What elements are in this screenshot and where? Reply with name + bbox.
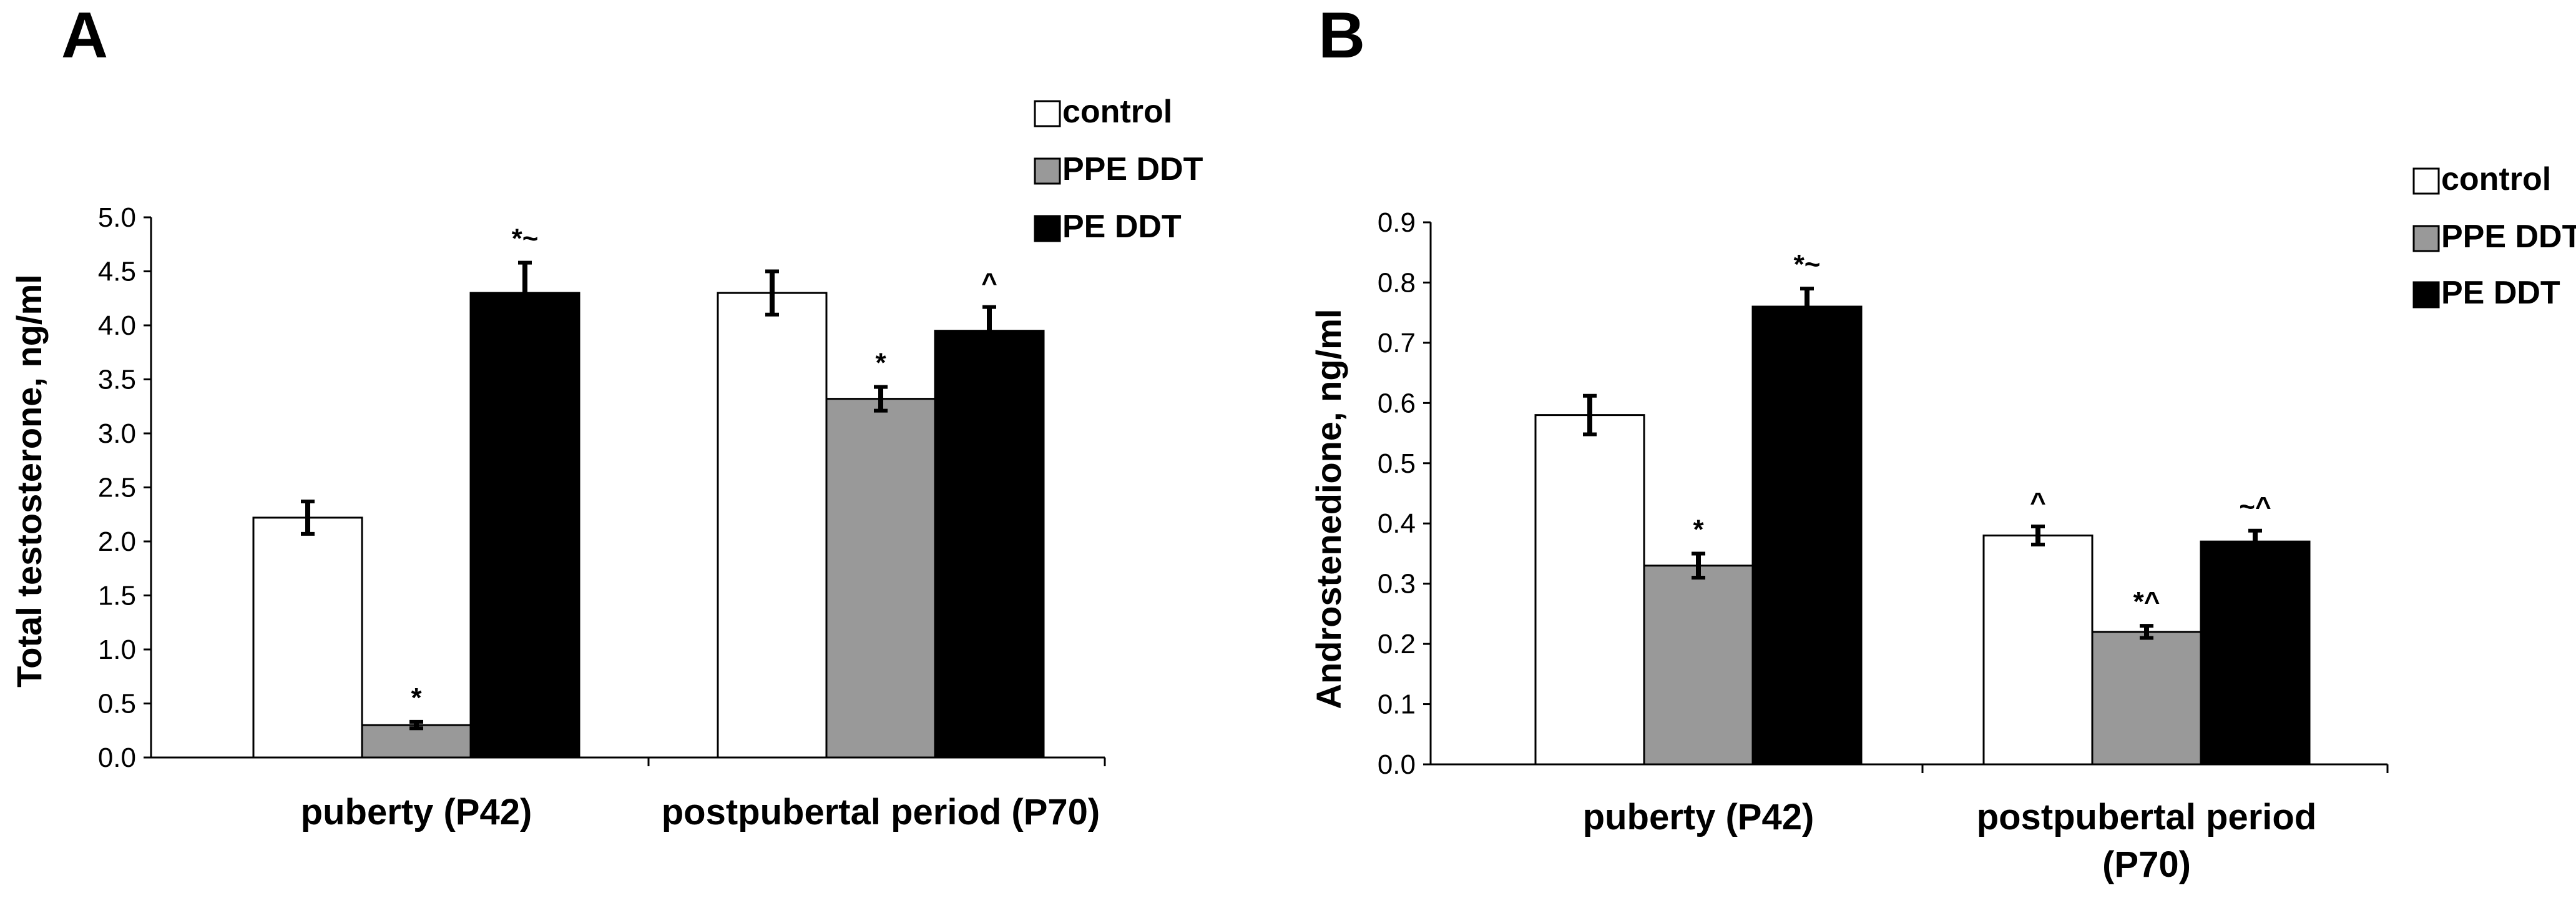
panel-a-bar-control xyxy=(717,292,828,759)
panel-a-category-label: puberty (P42) xyxy=(301,792,532,832)
panel-a-y-tick-label: 2.0 xyxy=(98,526,136,557)
panel-a-y-tick-label: 3.5 xyxy=(98,365,136,395)
panel-a-legend-label: control xyxy=(1062,94,1172,130)
panel-b-significance-label: *~ xyxy=(1794,249,1821,280)
panel-b-y-tick-label: 0.7 xyxy=(1378,328,1416,358)
panel-b-bar-pe-ddt xyxy=(2200,540,2311,766)
panel-a-y-tick-label: 0.5 xyxy=(98,689,136,719)
panel-a-bar-pe-ddt xyxy=(934,330,1045,759)
panel-a-category-label: postpubertal period (P70) xyxy=(662,792,1100,832)
panel-b-category-label: (P70) xyxy=(2102,844,2191,885)
panel-b-y-tick-label: 0.0 xyxy=(1378,749,1416,780)
panel-b-legend-label: control xyxy=(2441,161,2551,197)
panel-b-significance-label: *^ xyxy=(2133,586,2160,617)
panel-a-significance-label: * xyxy=(411,683,422,713)
panel-b-y-tick-label: 0.9 xyxy=(1378,207,1416,238)
panel-b-y-tick-label: 0.5 xyxy=(1378,448,1416,479)
panel-b-y-tick-label: 0.4 xyxy=(1378,508,1416,539)
panel-b-legend-swatch-ppe-ddt xyxy=(2412,225,2440,252)
panel-a-significance-label: ^ xyxy=(981,268,997,299)
panel-a-significance-label: * xyxy=(875,348,886,378)
panel-b-y-tick-label: 0.6 xyxy=(1378,388,1416,418)
panel-a-bar-ppe-ddt xyxy=(825,398,936,759)
panel-a-legend-label: PE DDT xyxy=(1062,209,1182,245)
panel-b-bar-ppe-ddt xyxy=(2091,631,2202,766)
panel-a-significance-label: *~ xyxy=(512,224,539,254)
panel-b-y-tick-label: 0.1 xyxy=(1378,689,1416,720)
panel-b-letter: B xyxy=(1318,0,1365,72)
panel-b-y-tick-label: 0.3 xyxy=(1378,569,1416,600)
panel-b-bar-control xyxy=(1982,535,2094,766)
panel-a: A Total testosterone, ng/ml 0.0 0.5 1.0 1.5… xyxy=(9,0,1203,832)
panel-a-legend: control PPE DDT PE DDT xyxy=(1034,94,1203,245)
panel-b-bar-control xyxy=(1534,414,1645,766)
panel-b-y-tick-label: 0.2 xyxy=(1378,629,1416,659)
panel-a-plot: 0.0 0.5 1.0 1.5 2.0 2.5 3.0 3.5 4.0 4.5 5.0 * * *~ ^ pu… xyxy=(98,202,1106,832)
panel-a-legend-swatch-control xyxy=(1034,100,1061,127)
panel-b: B Androstenedione, ng/ml 0.0 0.1 0.2 0.3 0.4… xyxy=(1309,0,2576,885)
panel-a-legend-swatch-ppe-ddt xyxy=(1034,157,1061,185)
panel-b-significance-label: * xyxy=(1693,514,1704,545)
panel-a-bar-control xyxy=(252,516,363,759)
panel-a-legend-label: PPE DDT xyxy=(1062,151,1203,187)
panel-b-legend-swatch-control xyxy=(2412,167,2440,195)
panel-a-y-tick-label: 5.0 xyxy=(98,202,136,233)
panel-a-y-tick-label: 4.5 xyxy=(98,257,136,287)
panel-b-y-axis-label: Androstenedione, ng/ml xyxy=(1309,309,1348,709)
panel-a-y-tick-label: 4.0 xyxy=(98,310,136,341)
panel-b-legend-swatch-pe-ddt xyxy=(2412,281,2440,308)
panel-b-significance-label: ~^ xyxy=(2239,491,2271,522)
panel-b-bar-pe-ddt xyxy=(1751,305,1863,766)
panel-b-y-tick-label: 0.8 xyxy=(1378,267,1416,298)
panel-a-bar-pe-ddt xyxy=(469,292,580,759)
panel-b-legend-label: PE DDT xyxy=(2441,275,2560,311)
panel-b-legend: control PPE DDT PE DDT xyxy=(2412,161,2576,311)
panel-a-y-tick-label: 0.0 xyxy=(98,743,136,773)
panel-a-legend-swatch-pe-ddt xyxy=(1034,215,1061,242)
panel-a-y-axis-label: Total testosterone, ng/ml xyxy=(9,274,49,688)
panel-a-y-tick-label: 3.0 xyxy=(98,418,136,449)
panel-b-bar-ppe-ddt xyxy=(1643,565,1754,766)
panel-a-y-tick-label: 1.0 xyxy=(98,634,136,665)
panel-a-y-tick-label: 1.5 xyxy=(98,581,136,611)
panel-a-letter: A xyxy=(61,0,108,72)
panel-a-y-tick-label: 2.5 xyxy=(98,473,136,503)
panel-b-legend-label: PPE DDT xyxy=(2441,219,2576,255)
panel-b-category-label: postpubertal period xyxy=(1977,797,2317,837)
panel-b-category-label: puberty (P42) xyxy=(1583,797,1814,837)
panel-b-plot: 0.0 0.1 0.2 0.3 0.4 0.5 0.6 0.7 0.8 0.9 ^ * *^ *~ ~^ pu… xyxy=(1378,207,2389,885)
panel-b-significance-label: ^ xyxy=(2030,487,2046,518)
